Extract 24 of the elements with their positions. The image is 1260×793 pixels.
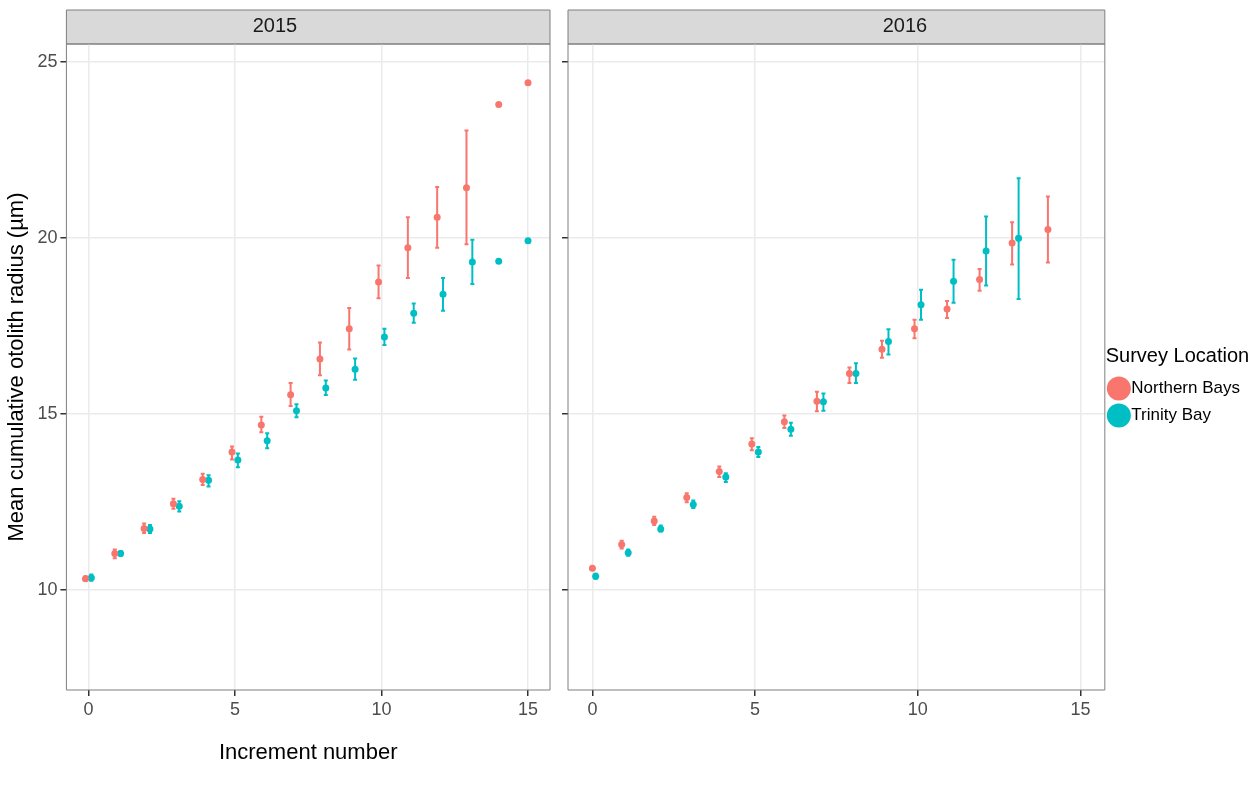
legend-label: Trinity Bay [1131,405,1212,425]
x-tick-label: 0 [83,698,94,719]
point [524,237,532,245]
y-tick-label: 20 [37,226,58,247]
point [495,101,503,109]
y-tick-label: 10 [37,578,58,599]
y-axis-title: Mean cumulative otolith radius (µm) [3,192,29,542]
x-tick-label: 5 [229,698,240,719]
y-tick-label: 15 [37,402,58,423]
chart-title: 2016 [882,13,928,36]
point [588,564,596,572]
x-tick-label: 0 [587,698,598,719]
point [495,257,503,265]
point [524,79,532,87]
y-tick-label: 25 [37,50,58,71]
legend-title: Survey Location [1105,343,1250,366]
x-tick-label: 5 [750,698,761,719]
chart-title: 2015 [252,13,298,36]
legend-label: Northern Bays [1131,378,1241,398]
x-tick-label: 10 [371,698,392,719]
x-tick-label: 10 [907,698,928,719]
x-tick-label: 15 [518,698,539,719]
x-tick-label: 15 [1070,698,1091,719]
x-axis-title: Increment number [218,738,398,764]
